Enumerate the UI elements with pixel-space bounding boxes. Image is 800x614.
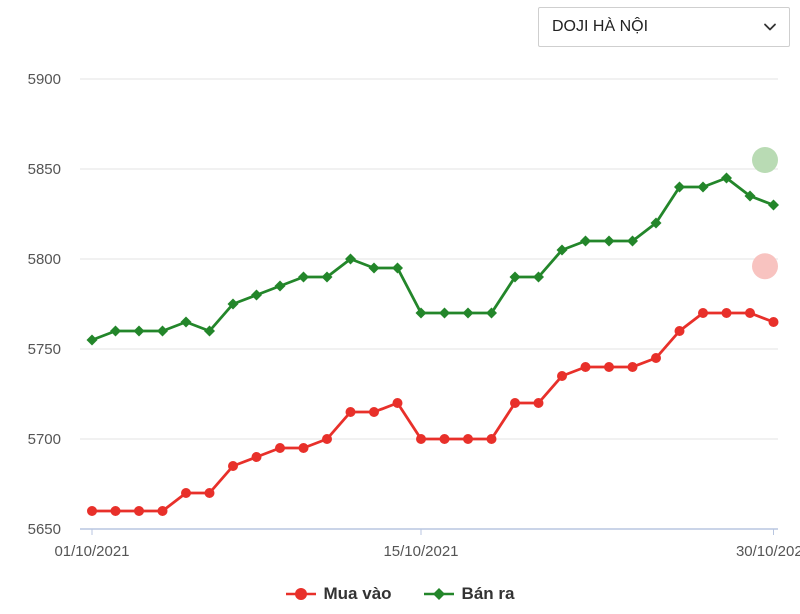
data-point[interactable] [392, 398, 403, 408]
data-point[interactable] [345, 253, 356, 265]
end-highlight-bubble [752, 147, 778, 173]
chevron-down-icon [764, 23, 776, 31]
data-point[interactable] [580, 235, 591, 247]
data-point[interactable] [181, 488, 191, 498]
legend-label-ban-ra: Bán ra [461, 584, 515, 603]
data-point[interactable] [345, 407, 356, 417]
data-point[interactable] [251, 289, 262, 301]
data-point[interactable] [486, 434, 497, 444]
data-point[interactable] [603, 235, 615, 247]
end-highlights [752, 147, 778, 280]
data-point[interactable] [674, 326, 685, 336]
data-point[interactable] [510, 398, 520, 408]
legend-item-ban-ra[interactable]: Bán ra [423, 584, 515, 604]
legend-marker-mua-vao [285, 588, 316, 600]
series-line [92, 311, 775, 513]
data-point[interactable] [580, 362, 591, 372]
data-point[interactable] [227, 298, 239, 310]
data-point[interactable] [509, 271, 521, 283]
data-point[interactable] [134, 506, 144, 516]
x-tick-label: 01/10/2021 [54, 543, 129, 560]
data-point[interactable] [768, 199, 779, 211]
data-point[interactable] [651, 353, 661, 363]
data-point[interactable] [462, 307, 474, 319]
price-line-chart: 5900 5850 5800 5750 5700 5650 01/10/2021 15/10… [28, 71, 800, 560]
y-tick-label: 5800 [28, 251, 61, 268]
data-point[interactable] [439, 434, 450, 444]
data-point[interactable] [557, 371, 567, 381]
data-point[interactable] [768, 317, 779, 327]
dealer-select[interactable]: DOJI HÀ NỘI [538, 7, 790, 47]
y-tick-label: 5750 [28, 341, 61, 358]
data-point[interactable] [110, 506, 121, 516]
data-point[interactable] [251, 452, 262, 462]
data-point[interactable] [650, 217, 662, 229]
data-point[interactable] [275, 443, 285, 453]
data-point[interactable] [298, 271, 309, 283]
data-point[interactable] [439, 307, 450, 319]
y-tick-label: 5850 [28, 161, 61, 178]
data-point[interactable] [204, 325, 215, 337]
y-tick-label: 5650 [28, 521, 61, 538]
data-point[interactable] [110, 325, 121, 337]
data-point[interactable] [533, 271, 544, 283]
data-point[interactable] [368, 262, 380, 274]
data-point[interactable] [698, 308, 708, 318]
data-point[interactable] [133, 325, 145, 337]
data-point[interactable] [416, 434, 426, 444]
data-point[interactable] [721, 172, 732, 184]
data-point[interactable] [228, 461, 238, 471]
data-point[interactable] [627, 235, 638, 247]
data-point[interactable] [674, 181, 685, 193]
data-point[interactable] [204, 488, 215, 498]
data-point[interactable] [274, 280, 286, 292]
data-point[interactable] [321, 271, 333, 283]
y-tick-label: 5900 [28, 71, 61, 88]
data-point[interactable] [87, 506, 97, 516]
data-point[interactable] [721, 308, 732, 318]
data-point[interactable] [157, 325, 168, 337]
series-lines [91, 176, 775, 513]
end-highlight-bubble [752, 253, 778, 280]
x-tick-label: 30/10/2021 [736, 543, 800, 560]
legend-label-mua-vao: Mua vào [323, 584, 392, 603]
data-point[interactable] [697, 181, 709, 193]
y-axis-ticks: 5900 5850 5800 5750 5700 5650 [28, 71, 61, 538]
data-point[interactable] [486, 307, 497, 319]
dealer-select-value: DOJI HÀ NỘI [552, 18, 649, 35]
data-point[interactable] [533, 398, 544, 408]
legend-item-mua-vao[interactable]: Mua vào [285, 584, 392, 604]
data-point[interactable] [463, 434, 473, 444]
data-point[interactable] [556, 244, 568, 256]
data-point[interactable] [369, 407, 379, 417]
data-point[interactable] [415, 307, 427, 319]
data-point[interactable] [744, 190, 756, 202]
data-point[interactable] [604, 362, 614, 372]
data-point[interactable] [180, 316, 192, 328]
chart-legend: Mua vào Bán ra [0, 580, 800, 608]
series-markers [86, 172, 779, 516]
data-point[interactable] [157, 506, 168, 516]
legend-marker-ban-ra [423, 588, 454, 600]
data-point[interactable] [392, 262, 403, 274]
data-point[interactable] [627, 362, 638, 372]
chart-grid [80, 78, 778, 530]
data-point[interactable] [86, 334, 98, 346]
data-point[interactable] [745, 308, 755, 318]
data-point[interactable] [322, 434, 332, 444]
x-tick-label: 15/10/2021 [383, 543, 458, 560]
y-tick-label: 5700 [28, 431, 61, 448]
x-axis-ticks: 01/10/2021 15/10/2021 30/10/2021 [54, 529, 800, 560]
data-point[interactable] [298, 443, 309, 453]
